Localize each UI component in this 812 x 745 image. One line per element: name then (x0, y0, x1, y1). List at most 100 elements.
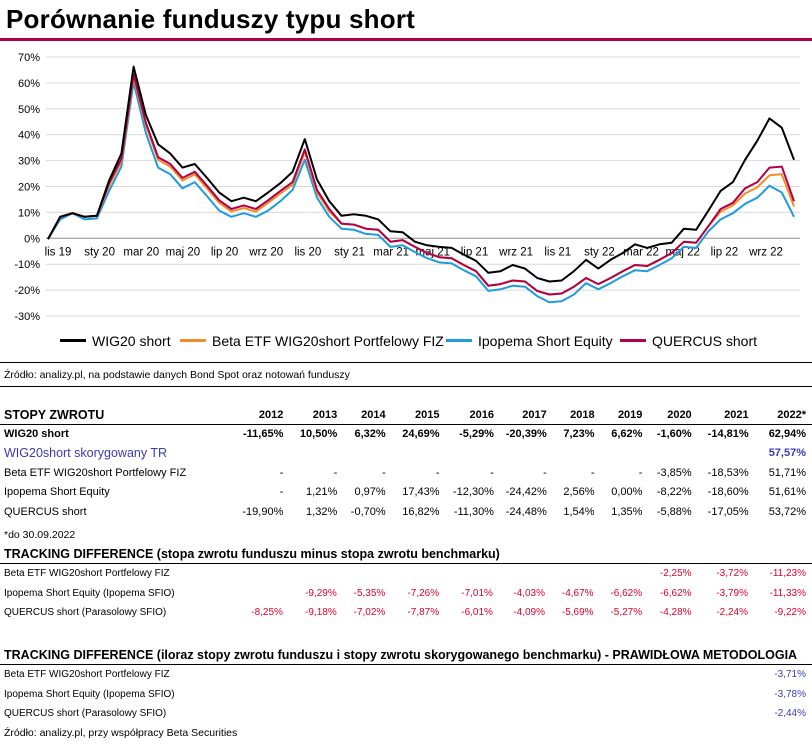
returns-row: QUERCUS short -19,90% 1,32% -0,70% 16,82% -11… (4, 502, 806, 521)
series-line-3 (47, 73, 795, 296)
cell-value (594, 564, 643, 584)
x-tick-label: wrz 21 (498, 246, 533, 258)
x-tick-label: mar 22 (623, 246, 659, 258)
td2-table: Beta ETF WIG20short Portfelowy FIZ -3,71%… (4, 665, 806, 724)
cell-value: - (490, 466, 494, 479)
returns-note: *do 30.09.2022 (4, 529, 76, 541)
cell-value: -24,48% (505, 505, 547, 518)
x-tick-label: mar 20 (123, 246, 159, 258)
cell-value (439, 564, 493, 584)
cell-value: - (543, 466, 547, 479)
legend-item-beta: Beta ETF WIG20short Portfelowy FIZ (180, 333, 444, 349)
cell-value: 51,61% (768, 486, 806, 499)
y-tick-label: -30% (14, 311, 40, 323)
cell-value: 24,69% (402, 428, 440, 441)
td1-title: TRACKING DIFFERENCE (stopa zwrotu fundus… (4, 547, 500, 561)
x-tick-label: sty 21 (334, 246, 365, 258)
returns-header-label: STOPY ZWROTU (4, 407, 105, 422)
title-rule (0, 38, 812, 41)
divider (0, 362, 812, 363)
x-tick-label: wrz 20 (248, 246, 283, 258)
cell-value: -20,39% (505, 428, 547, 441)
row-label: Beta ETF WIG20short Portfelowy FIZ (4, 669, 170, 681)
td2-row: Beta ETF WIG20short Portfelowy FIZ -3,71% (4, 665, 806, 685)
year-header: 2019 (617, 408, 643, 421)
year-header: 2018 (570, 408, 595, 421)
cell-value: 62,94% (768, 428, 806, 441)
cell-value: -3,72% (716, 568, 749, 580)
x-tick-label: wrz 22 (748, 246, 783, 258)
cell-value: -4,09% (513, 607, 546, 619)
cell-value: - (279, 466, 284, 479)
year-header: 2016 (469, 408, 494, 421)
cell-value: - (333, 466, 338, 479)
year-header: 2021 (724, 408, 749, 421)
td1-table: Beta ETF WIG20short Portfelowy FIZ -2,25%… (4, 564, 806, 623)
row-label: QUERCUS short (Parasolowy SFIO) (4, 708, 167, 720)
cell-value (220, 444, 284, 463)
cell-value: -17,05% (707, 505, 749, 518)
cell-value: -3,78% (774, 688, 806, 700)
cell-value (337, 564, 386, 584)
cell-value: -8,22% (656, 486, 692, 499)
divider (0, 664, 812, 665)
x-tick-label: sty 20 (84, 246, 115, 258)
cell-value: -18,60% (707, 486, 749, 499)
series-line-0 (47, 65, 795, 283)
cell-value: 7,23% (563, 428, 595, 441)
cell-value (494, 444, 547, 463)
returns-header-row: STOPY ZWROTU 2012 2013 2014 2015 2016 2017 2018… (4, 405, 806, 424)
x-tick-label: lis 20 (294, 246, 321, 258)
cell-value: 0,00% (611, 486, 643, 499)
returns-table: STOPY ZWROTU 2012 2013 2014 2015 2016 2017 2018… (4, 405, 806, 521)
x-tick-label: lis 19 (45, 246, 72, 258)
cell-value: 1,21% (306, 486, 338, 499)
cell-value: -7,26% (407, 587, 440, 599)
cell-value: -2,25% (659, 568, 692, 580)
cell-value: -4,67% (561, 587, 594, 599)
cell-value: -11,33% (769, 587, 806, 599)
y-tick-label: -20% (14, 285, 40, 297)
cell-value: -7,87% (407, 607, 440, 619)
year-header: 2015 (415, 408, 440, 421)
cell-value: 6,62% (611, 428, 643, 441)
cell-value: -5,27% (610, 607, 643, 619)
td2-row: Ipopema Short Equity (Ipopema SFIO) -3,78… (4, 685, 806, 705)
x-tick-label: lis 21 (544, 246, 571, 258)
row-label: Ipopema Short Equity (Ipopema SFIO) (4, 688, 175, 700)
legend-item-wig20: WIG20 short (60, 333, 171, 349)
cell-value: -6,62% (610, 587, 643, 599)
year-header: 2013 (312, 408, 338, 421)
cell-value: 1,54% (563, 505, 595, 518)
returns-row: WIG20short skorygowany TR 57,57% (4, 444, 806, 463)
x-tick-label: maj 22 (665, 246, 700, 258)
cell-value: 53,72% (768, 505, 806, 518)
cell-value (642, 444, 691, 463)
x-tick-label: sty 22 (584, 246, 615, 258)
chart-legend: WIG20 short Beta ETF WIG20short Portfelo… (0, 333, 812, 351)
row-label: QUERCUS short (4, 505, 87, 518)
cell-value (385, 564, 439, 584)
x-tick-label: lip 21 (461, 246, 489, 258)
cell-value: 51,71% (768, 466, 806, 479)
cell-value: -6,62% (659, 587, 692, 599)
year-header: 2014 (361, 408, 386, 421)
cell-value (283, 564, 337, 584)
cell-value (595, 444, 643, 463)
returns-row: Ipopema Short Equity - 1,21% 0,97% 17,43% -12… (4, 483, 806, 502)
y-tick-label: 20% (18, 182, 40, 194)
cell-value: - (435, 466, 440, 479)
returns-row: Beta ETF WIG20short Portfelowy FIZ - - - - - -… (4, 463, 806, 482)
cell-value: 16,82% (402, 505, 440, 518)
x-tick-label: maj 20 (166, 246, 201, 258)
divider (0, 424, 812, 425)
td2-row: QUERCUS short (Parasolowy SFIO) -2,44% (4, 704, 806, 724)
year-header: 2022* (777, 408, 806, 421)
y-tick-label: 50% (18, 104, 40, 116)
cell-value: 10,50% (299, 428, 338, 441)
cell-value: -14,81% (707, 428, 749, 441)
y-tick-label: 0% (24, 233, 40, 245)
cell-value: -5,88% (656, 505, 692, 518)
year-header: 2012 (258, 408, 284, 421)
divider (0, 563, 812, 564)
